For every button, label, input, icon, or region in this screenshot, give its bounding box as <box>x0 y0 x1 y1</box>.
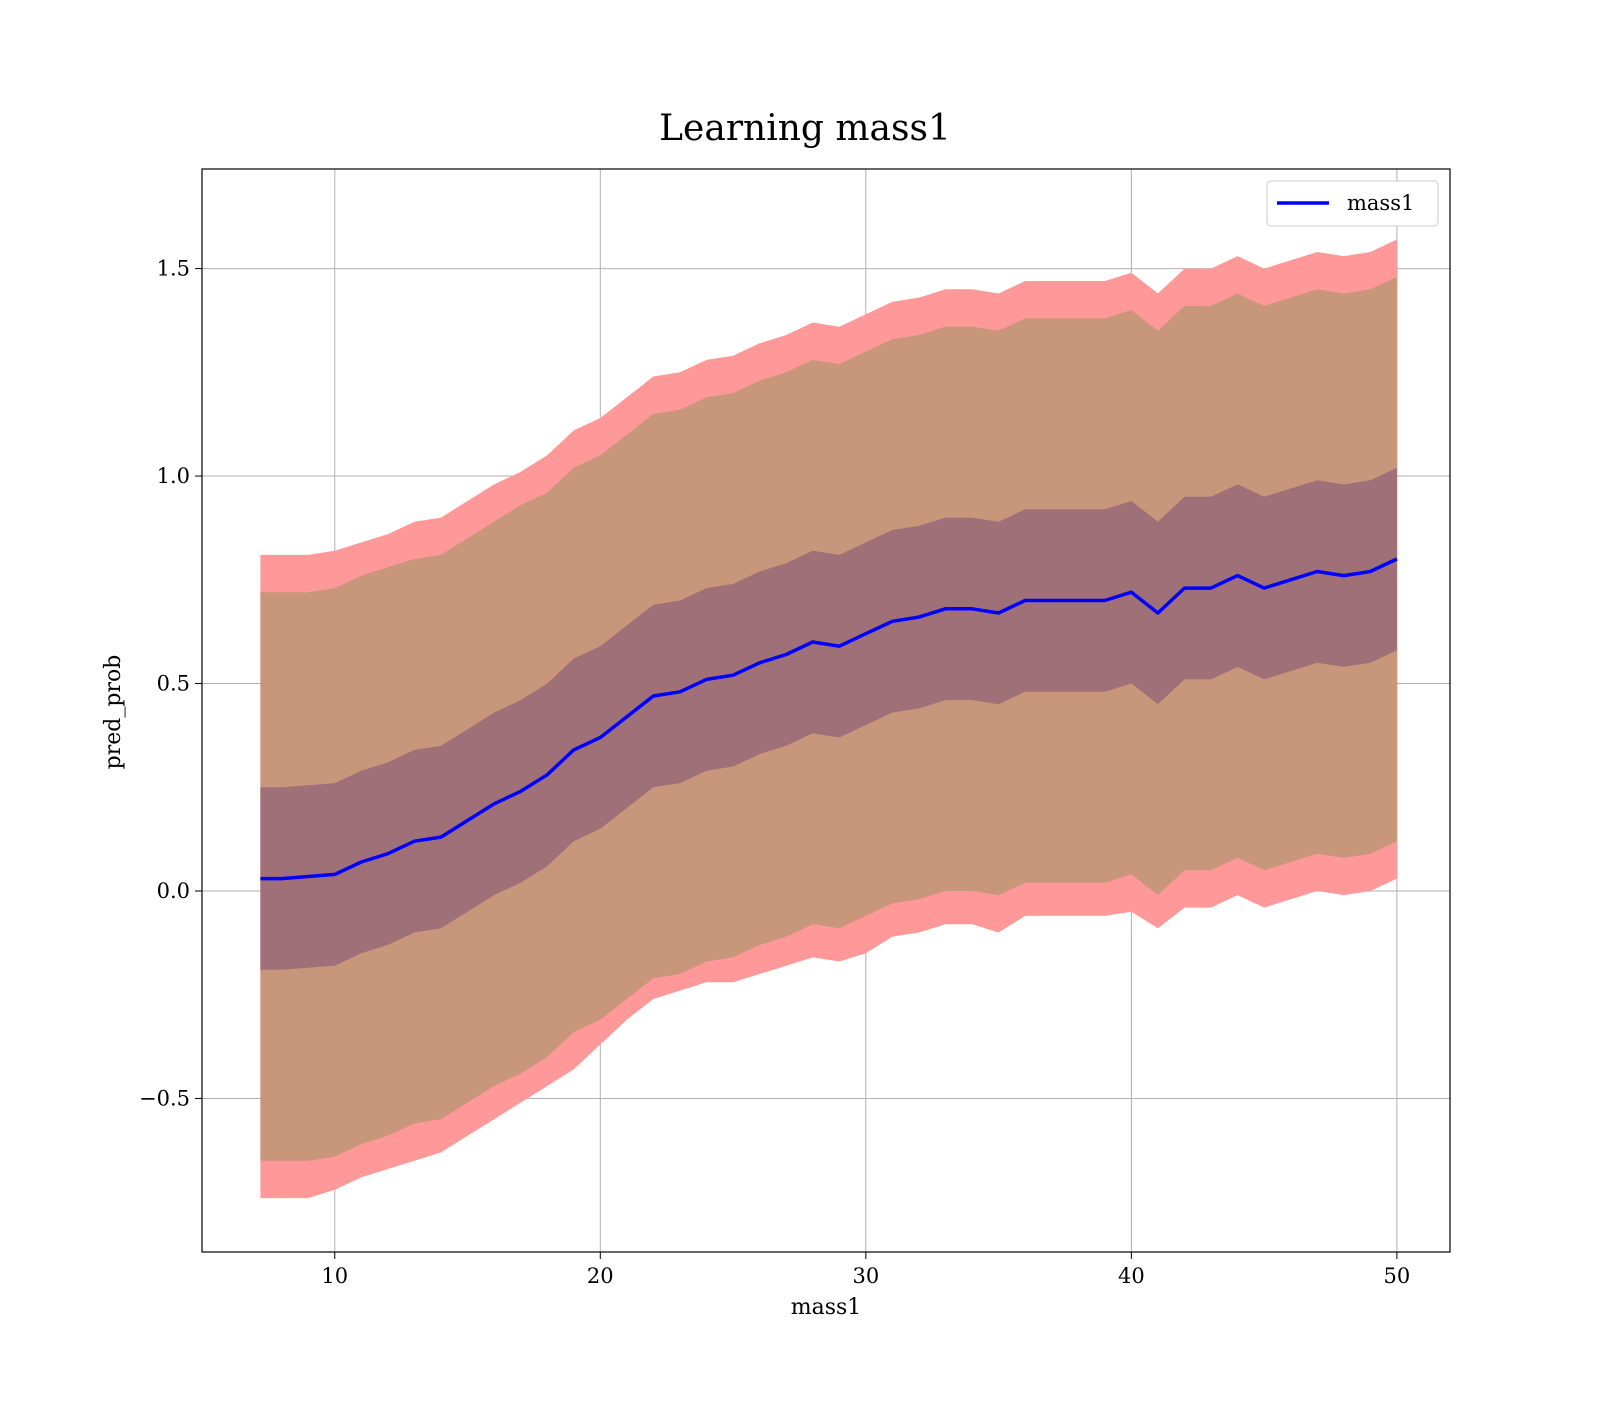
x-axis-ticks: 10 20 30 40 50 <box>321 1252 1410 1288</box>
plot-frame <box>201 168 1451 1253</box>
x-tick-label: 20 <box>587 1264 614 1288</box>
y-axis-label: pred_prob <box>101 655 126 770</box>
y-tick-label: −0.5 <box>139 1086 190 1110</box>
x-tick-label: 10 <box>321 1264 348 1288</box>
x-tick-label: 40 <box>1118 1264 1145 1288</box>
y-tick-label: 1.0 <box>157 464 190 488</box>
x-axis-label: mass1 <box>791 1295 862 1320</box>
x-tick-label: 30 <box>852 1264 879 1288</box>
legend-label-mass1: mass1 <box>1347 191 1414 215</box>
legend-box <box>1266 180 1439 227</box>
series-lines <box>260 557 1398 881</box>
series-line-mass1 <box>260 557 1398 881</box>
y-tick-label: 0.0 <box>157 879 190 903</box>
confidence-bands <box>260 239 1397 1199</box>
legend: mass1 <box>1266 180 1439 227</box>
chart-title: Learning mass1 <box>659 108 951 149</box>
y-tick-label: 0.5 <box>157 672 190 696</box>
y-axis-ticks: −0.5 0.0 0.5 1.0 1.5 <box>139 257 202 1110</box>
y-tick-label: 1.5 <box>157 257 190 281</box>
x-tick-label: 50 <box>1384 1264 1411 1288</box>
band-inner <box>260 467 1397 970</box>
